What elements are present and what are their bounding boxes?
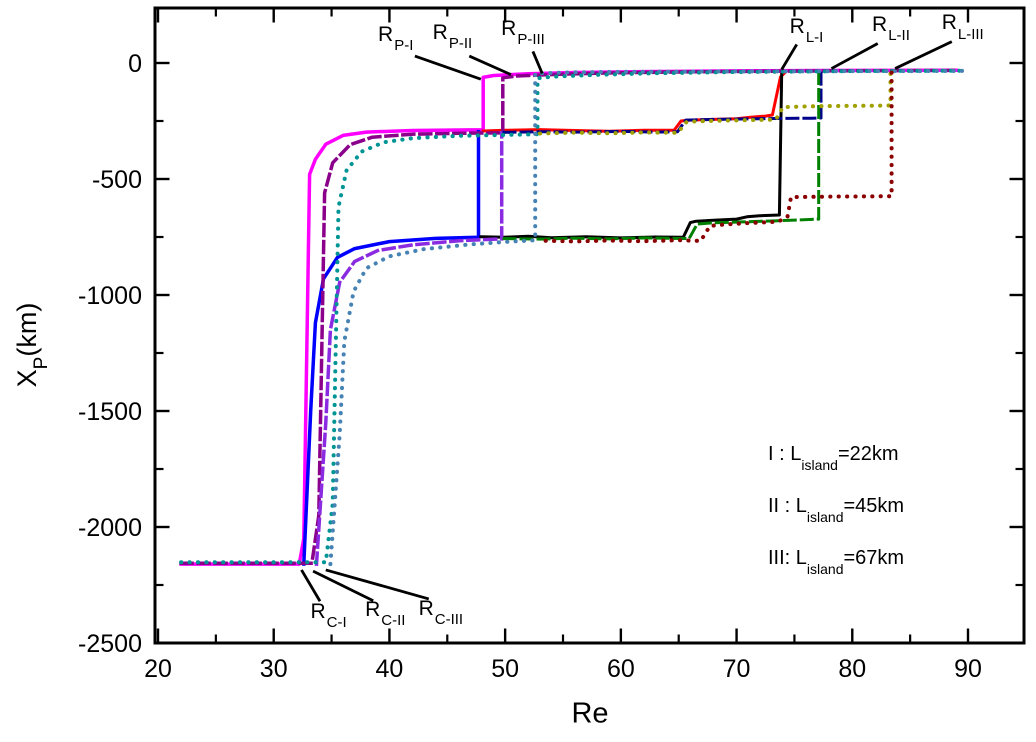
series-L-mid-I	[481, 70, 788, 133]
legend-item-3: III: Lisland=67km	[768, 547, 905, 576]
legend-item-1: I : Lisland=22km	[768, 443, 899, 472]
y-tick-label: -1000	[78, 282, 142, 310]
annotation-main-c-iii: R	[418, 596, 434, 620]
annotation-label-l-iii: RL-III	[941, 11, 984, 41]
x-tick-label: 70	[723, 655, 751, 683]
legend-item-3-sub: island	[806, 561, 844, 577]
axes-box	[153, 6, 1026, 645]
y-tick-label: -500	[92, 166, 142, 194]
legend-item-2: II : Lisland=45km	[768, 495, 905, 524]
series-L-low-III	[543, 70, 894, 244]
leader-line-c-i	[300, 569, 322, 602]
series-L-low-II	[502, 71, 821, 241]
annotation-main-p-iii: R	[501, 17, 517, 41]
leader-line-p-iii	[531, 50, 544, 74]
annotation-sub-c-i: C-I	[326, 614, 347, 632]
x-axis-title: Re	[571, 697, 609, 730]
annotation-main-c-i: R	[310, 600, 326, 624]
series-L-low-I	[479, 70, 784, 240]
annotation-main-p-ii: R	[432, 21, 448, 45]
y-axis-title-suffix: (km)	[11, 302, 42, 357]
x-tick-label: 20	[144, 655, 172, 683]
annotation-label-p-iii: RP-III	[501, 17, 545, 47]
annotation-label-c-i: RC-I	[310, 600, 347, 630]
annotation-main-l-ii: R	[872, 13, 888, 37]
legend-item-3-prefix: III: L	[768, 547, 807, 569]
x-tick-label: 80	[838, 655, 866, 683]
annotation-sub-c-ii: C-II	[381, 612, 406, 630]
x-tick-label: 60	[607, 655, 635, 683]
series-C-II	[314, 131, 504, 566]
x-tick-label: 30	[260, 655, 288, 683]
legend-item-1-suffix: =22km	[837, 443, 899, 465]
annotation-sub-c-iii: C-III	[434, 611, 464, 629]
leader-line-c-ii	[312, 569, 374, 603]
series-L-mid-II	[502, 70, 823, 134]
y-axis-title-sub: P	[31, 356, 53, 370]
annotation-main-l-iii: R	[941, 11, 957, 35]
series-C-I	[301, 129, 481, 566]
series-L-mid-III	[537, 69, 893, 136]
leader-line-l-iii	[894, 40, 953, 70]
annotation-sub-l-ii: L-II	[888, 27, 910, 45]
legend-item-1-prefix: I : L	[768, 443, 802, 465]
annotation-main-p-i: R	[378, 23, 394, 47]
annotation-sub-l-iii: L-III	[957, 25, 984, 43]
legend-item-2-suffix: =45km	[843, 495, 905, 517]
y-tick-label: -2500	[78, 630, 142, 658]
series-P-III	[179, 68, 965, 565]
leader-line-p-i	[414, 54, 482, 81]
y-tick-label: 0	[128, 50, 142, 78]
annotation-sub-p-ii: P-II	[448, 35, 473, 53]
annotation-sub-l-i: L-I	[805, 29, 824, 47]
series-P-I	[179, 68, 959, 566]
y-tick-label: -2000	[78, 514, 142, 542]
annotation-sub-p-iii: P-III	[517, 31, 545, 49]
annotation-label-c-iii: RC-III	[418, 596, 464, 627]
annotation-label-l-ii: RL-II	[872, 13, 910, 43]
legend-item-1-sub: island	[801, 457, 838, 473]
series-C-III	[328, 68, 968, 567]
legend-item-2-sub: island	[806, 509, 844, 525]
y-axis-title-main: X	[11, 369, 42, 388]
x-tick-label: 40	[376, 655, 404, 683]
annotation-label-c-ii: RC-II	[365, 598, 405, 628]
annotation-label-p-ii: RP-II	[432, 21, 473, 51]
annotation-label-l-i: RL-I	[789, 15, 824, 45]
annotation-main-c-ii: R	[365, 598, 381, 622]
series-P-II	[179, 68, 959, 565]
x-tick-label: 90	[954, 655, 982, 683]
annotation-sub-p-i: P-I	[394, 37, 414, 55]
x-tick-label: 50	[491, 655, 519, 683]
legend-item-2-prefix: II : L	[768, 495, 807, 517]
annotation-label-p-i: RP-I	[378, 23, 413, 53]
legend-item-3-suffix: =67km	[843, 547, 905, 569]
annotation-main-l-i: R	[789, 15, 805, 39]
y-tick-label: -1500	[78, 398, 142, 426]
y-axis-title: XP(km)	[11, 302, 52, 388]
leader-line-p-ii	[468, 54, 512, 76]
leader-line-c-iii	[325, 568, 430, 601]
leader-line-l-ii	[830, 42, 879, 70]
leader-line-l-i	[780, 43, 798, 71]
